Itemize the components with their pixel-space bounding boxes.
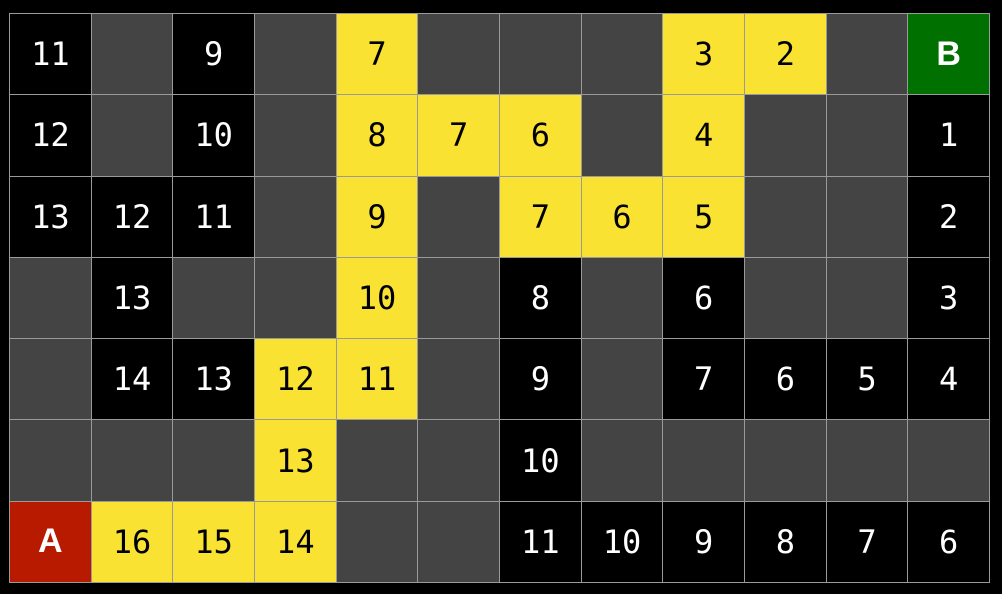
maze-path-cell[interactable]: 6 [499, 95, 582, 177]
maze-path-cell[interactable]: 3 [663, 14, 745, 96]
maze-wall-cell[interactable] [91, 95, 174, 177]
maze-open-cell[interactable]: 10 [173, 95, 255, 177]
maze-path-cell[interactable]: 9 [336, 176, 419, 258]
maze-wall-cell[interactable] [908, 420, 990, 502]
maze-wall-cell[interactable] [254, 95, 337, 177]
maze-wall-cell[interactable] [10, 339, 92, 421]
maze-wall-cell[interactable] [826, 420, 909, 502]
maze-wall-cell[interactable] [418, 339, 500, 421]
maze-wall-cell[interactable] [91, 420, 174, 502]
maze-open-cell[interactable]: 8 [744, 501, 827, 583]
maze-wall-cell[interactable] [173, 257, 255, 340]
maze-open-cell[interactable]: 13 [173, 339, 255, 421]
maze-open-cell[interactable]: 12 [91, 176, 174, 258]
maze-path-cell[interactable]: 6 [581, 176, 664, 258]
maze-open-cell[interactable]: 6 [663, 257, 745, 340]
maze-open-cell[interactable]: 4 [908, 339, 990, 421]
maze-open-cell[interactable]: 14 [91, 339, 174, 421]
maze-path-cell[interactable]: 5 [663, 176, 745, 258]
maze-grid: 11 9 7 3 2 B 12 10 8 7 6 4 1 13 12 11 9 7 6 5 2 13 10 8 6 3 14 13 12… [9, 13, 990, 583]
maze-open-cell[interactable]: 7 [663, 339, 745, 421]
maze-wall-cell[interactable] [254, 14, 337, 96]
maze-start-cell[interactable]: A [10, 501, 92, 583]
maze-wall-cell[interactable] [254, 176, 337, 258]
maze-wall-cell[interactable] [418, 14, 500, 96]
maze-wall-cell[interactable] [10, 420, 92, 502]
maze-wall-cell[interactable] [254, 257, 337, 340]
maze-path-cell[interactable]: 15 [173, 501, 255, 583]
maze-wall-cell[interactable] [663, 420, 745, 502]
maze-wall-cell[interactable] [173, 420, 255, 502]
maze-wall-cell[interactable] [744, 176, 827, 258]
maze-wall-cell[interactable] [826, 176, 909, 258]
maze-path-cell[interactable]: 7 [499, 176, 582, 258]
maze-open-cell[interactable]: 5 [826, 339, 909, 421]
maze-goal-cell[interactable]: B [908, 14, 990, 96]
maze-wall-cell[interactable] [499, 14, 582, 96]
maze-wall-cell[interactable] [826, 14, 909, 96]
maze-wall-cell[interactable] [581, 14, 664, 96]
maze-path-cell[interactable]: 11 [336, 339, 419, 421]
maze-path-cell[interactable]: 4 [663, 95, 745, 177]
maze-open-cell[interactable]: 7 [826, 501, 909, 583]
maze-wall-cell[interactable] [581, 339, 664, 421]
maze-open-cell[interactable]: 10 [581, 501, 664, 583]
maze-wall-cell[interactable] [581, 95, 664, 177]
maze-open-cell[interactable]: 2 [908, 176, 990, 258]
maze-open-cell[interactable]: 13 [91, 257, 174, 340]
maze-wall-cell[interactable] [418, 176, 500, 258]
maze-open-cell[interactable]: 13 [10, 176, 92, 258]
maze-path-cell[interactable]: 7 [336, 14, 419, 96]
maze-wall-cell[interactable] [581, 420, 664, 502]
maze-open-cell[interactable]: 6 [908, 501, 990, 583]
maze-wall-cell[interactable] [336, 501, 419, 583]
maze-path-cell[interactable]: 7 [418, 95, 500, 177]
maze-path-cell[interactable]: 13 [254, 420, 337, 502]
maze-wall-cell[interactable] [744, 95, 827, 177]
maze-wall-cell[interactable] [581, 257, 664, 340]
maze-open-cell[interactable]: 11 [173, 176, 255, 258]
maze-path-cell[interactable]: 12 [254, 339, 337, 421]
maze-wall-cell[interactable] [418, 420, 500, 502]
maze-wall-cell[interactable] [10, 257, 92, 340]
maze-wall-cell[interactable] [826, 95, 909, 177]
maze-wall-cell[interactable] [826, 257, 909, 340]
maze-open-cell[interactable]: 9 [663, 501, 745, 583]
maze-path-cell[interactable]: 2 [744, 14, 827, 96]
maze-open-cell[interactable]: 9 [173, 14, 255, 96]
maze-open-cell[interactable]: 11 [10, 14, 92, 96]
maze-open-cell[interactable]: 3 [908, 257, 990, 340]
maze-wall-cell[interactable] [418, 257, 500, 340]
maze-path-cell[interactable]: 14 [254, 501, 337, 583]
maze-path-cell[interactable]: 10 [336, 257, 419, 340]
maze-open-cell[interactable]: 11 [499, 501, 582, 583]
maze-wall-cell[interactable] [336, 420, 419, 502]
maze-wall-cell[interactable] [744, 257, 827, 340]
maze-open-cell[interactable]: 8 [499, 257, 582, 340]
maze-path-cell[interactable]: 16 [91, 501, 174, 583]
maze-open-cell[interactable]: 12 [10, 95, 92, 177]
maze-open-cell[interactable]: 1 [908, 95, 990, 177]
maze-wall-cell[interactable] [418, 501, 500, 583]
maze-path-cell[interactable]: 8 [336, 95, 419, 177]
maze-open-cell[interactable]: 9 [499, 339, 582, 421]
maze-open-cell[interactable]: 10 [499, 420, 582, 502]
maze-open-cell[interactable]: 6 [744, 339, 827, 421]
maze-wall-cell[interactable] [91, 14, 174, 96]
maze-wall-cell[interactable] [744, 420, 827, 502]
